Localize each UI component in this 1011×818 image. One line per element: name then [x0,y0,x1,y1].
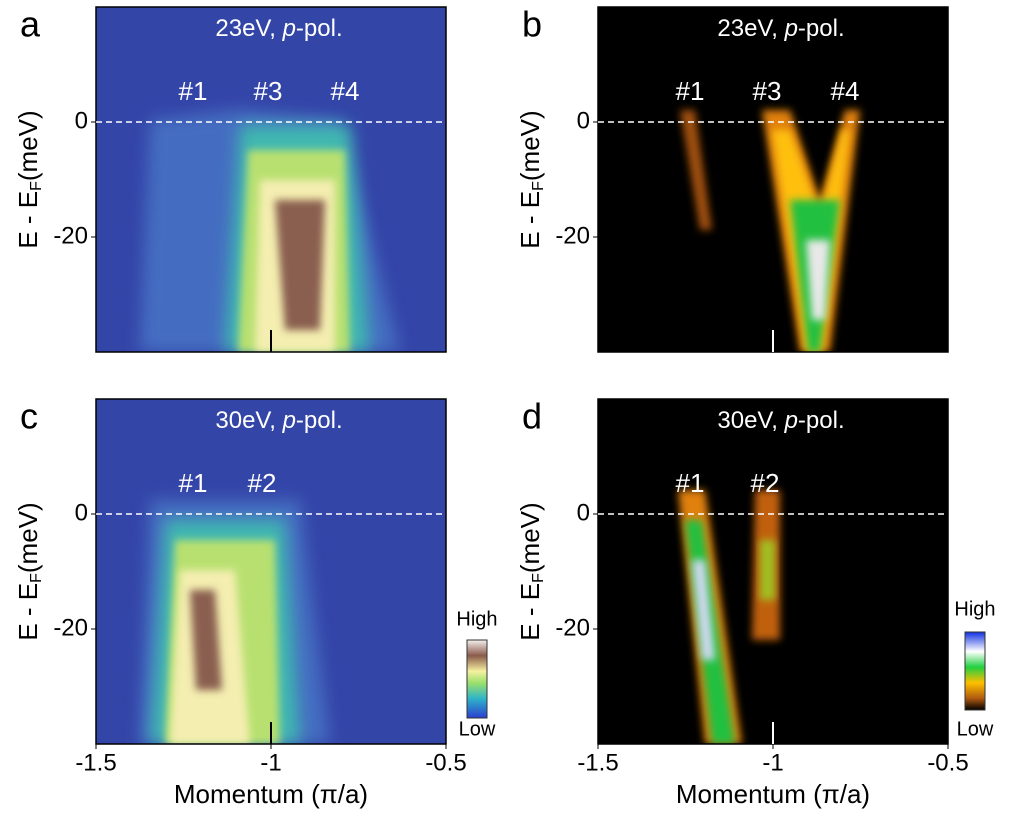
band-label: #3 [254,76,283,106]
y-axis-label: E - EF(meV) [13,110,45,248]
band-label: #4 [831,76,860,106]
band-label: #2 [751,468,780,498]
x-tick-label: -1 [260,749,281,776]
panel-label: a [20,4,41,45]
x-tick-label: -1.5 [577,749,618,776]
panel-label: d [522,396,542,437]
colorbar [466,639,488,719]
y-label-part: (meV) [515,110,545,181]
y-label-part: (meV) [13,110,43,181]
title-part: p [784,15,798,42]
title-part: p [282,407,296,434]
y-tick-label: 0 [75,107,88,134]
y-axis-label: E - EF(meV) [13,502,45,640]
band-label: #4 [331,76,360,106]
y-label-part: E - E [515,583,545,641]
title-part: p [282,15,296,42]
title-part: 30eV, [215,407,282,434]
y-tick-label: 0 [577,499,590,526]
x-axis-label: Momentum (π/a) [676,779,870,809]
panel-label: b [522,4,542,45]
panel-title: 23eV, p-pol. [717,15,844,42]
x-tick-label: -1 [762,749,783,776]
intensity-map [598,7,948,352]
band-label: #3 [753,76,782,106]
x-tick-label: -0.5 [425,749,466,776]
y-axis-label: E - EF(meV) [515,110,547,248]
y-label-part: E - E [13,583,43,641]
band-label: #2 [248,468,277,498]
panel-title: 23eV, p-pol. [215,15,342,42]
band-label: #1 [179,468,208,498]
colorbar-label: Low [459,718,496,740]
panel-title: 30eV, p-pol. [215,407,342,434]
y-axis-label: E - EF(meV) [515,502,547,640]
y-label-part: (meV) [515,502,545,573]
y-tick-label: 0 [577,107,590,134]
y-label-part: F [530,181,547,191]
title-part: 23eV, [717,15,784,42]
y-label-part: F [28,573,45,583]
y-label-part: F [530,573,547,583]
y-tick-label: -20 [555,614,590,641]
title-part: p [784,407,798,434]
title-part: 30eV, [717,407,784,434]
colorbar-label: Low [957,718,994,740]
title-part: -pol. [798,15,845,42]
y-tick-label: 0 [75,499,88,526]
y-tick-label: -20 [53,614,88,641]
x-axis-label: Momentum (π/a) [174,779,368,809]
intensity-map [96,7,446,352]
panel-title: 30eV, p-pol. [717,407,844,434]
title-part: -pol. [296,407,343,434]
y-tick-label: -20 [53,222,88,249]
title-part: 23eV, [215,15,282,42]
band-label: #1 [676,76,705,106]
y-label-part: E - E [515,191,545,249]
y-label-part: F [28,181,45,191]
y-label-part: (meV) [13,502,43,573]
y-label-part: E - E [13,191,43,249]
x-tick-label: -1.5 [75,749,116,776]
panel-label: c [20,396,38,437]
title-part: -pol. [798,407,845,434]
x-tick-label: -0.5 [927,749,968,776]
y-tick-label: -20 [555,222,590,249]
colorbar-label: High [456,608,497,630]
band-label: #1 [179,76,208,106]
band-label: #1 [676,468,705,498]
colorbar [964,631,986,711]
intensity-map [96,399,446,744]
title-part: -pol. [296,15,343,42]
colorbar-label: High [954,598,995,620]
intensity-map [598,399,948,744]
